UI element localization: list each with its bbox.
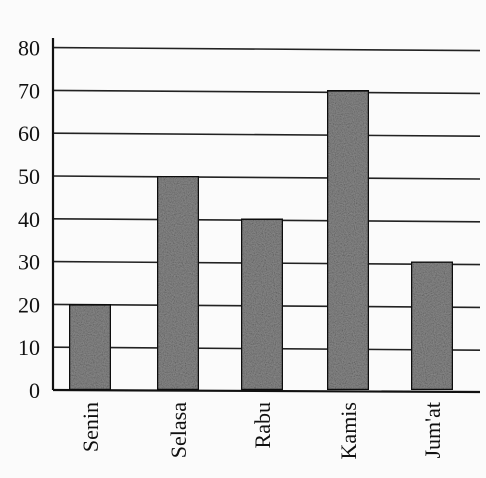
x-tick-label-selasa: Selasa bbox=[166, 402, 191, 458]
x-tick-label-jumat: Jum'at bbox=[420, 402, 445, 459]
bars bbox=[67, 89, 455, 392]
y-tick-label-50: 50 bbox=[18, 164, 40, 189]
y-tick-label-0: 0 bbox=[29, 378, 40, 403]
x-tick-labels: Senin Selasa Rabu Kamis Jum'at bbox=[78, 402, 445, 460]
x-tick-label-kamis: Kamis bbox=[336, 402, 361, 459]
y-tick-label-10: 10 bbox=[18, 335, 40, 360]
gridline-80 bbox=[52, 46, 481, 52]
bar-senin bbox=[67, 303, 113, 392]
gridline-60 bbox=[52, 132, 481, 137]
x-tick-label-senin: Senin bbox=[78, 402, 103, 452]
x-tick-label-rabu: Rabu bbox=[250, 402, 275, 448]
gridline-50 bbox=[52, 175, 481, 180]
y-tick-label-30: 30 bbox=[18, 250, 40, 275]
y-tick-label-60: 60 bbox=[18, 121, 40, 146]
y-tick-label-40: 40 bbox=[18, 207, 40, 232]
bar-rabu bbox=[239, 217, 285, 392]
gridline-70 bbox=[52, 89, 481, 95]
y-tick-label-20: 20 bbox=[18, 292, 40, 317]
bar-jumat bbox=[409, 260, 455, 392]
bar-selasa bbox=[155, 174, 201, 392]
y-tick-label-70: 70 bbox=[18, 78, 40, 103]
bar-kamis bbox=[325, 89, 371, 392]
y-tick-labels: 0 10 20 30 40 50 60 70 80 bbox=[18, 36, 40, 403]
y-tick-label-80: 80 bbox=[18, 36, 40, 61]
